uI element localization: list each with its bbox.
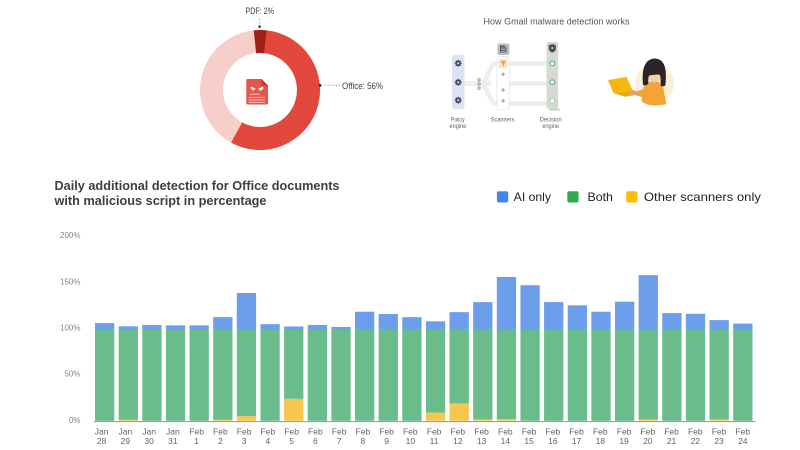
svg-text:Feb: Feb [332,427,347,437]
svg-text:100%: 100% [60,324,80,333]
svg-text:PDF: 2%: PDF: 2% [245,6,274,16]
svg-text:Feb: Feb [284,427,299,437]
svg-text:Feb: Feb [735,427,750,437]
svg-text:200%: 200% [60,231,80,240]
svg-text:6: 6 [313,436,318,446]
svg-text:Policy: Policy [451,117,465,124]
svg-text:150%: 150% [60,278,80,287]
svg-text:17: 17 [572,436,582,446]
svg-text:13: 13 [477,436,487,446]
svg-text:1: 1 [194,436,199,446]
svg-text:How Gmail malware detection wo: How Gmail malware detection works [484,16,630,26]
svg-text:Feb: Feb [593,427,608,437]
svg-text:Feb: Feb [261,427,276,437]
svg-text:7: 7 [337,436,342,446]
svg-text:8: 8 [360,436,365,446]
svg-text:Office: 56%: Office: 56% [342,81,383,91]
svg-text:Jan: Jan [142,427,156,437]
svg-text:19: 19 [619,436,629,446]
svg-text:Feb: Feb [498,427,513,437]
svg-text:18: 18 [596,436,606,446]
svg-text:50%: 50% [64,370,80,379]
svg-text:Feb: Feb [688,427,703,437]
svg-text:Feb: Feb [664,427,679,437]
svg-text:10: 10 [406,436,416,446]
svg-text:16: 16 [548,436,558,446]
svg-text:Feb: Feb [451,427,466,437]
svg-text:Feb: Feb [213,427,228,437]
svg-text:Decision: Decision [540,117,562,124]
svg-text:Feb: Feb [237,427,252,437]
svg-text:Feb: Feb [712,427,727,437]
svg-text:14: 14 [501,436,511,446]
svg-text:3: 3 [242,436,247,446]
svg-text:31: 31 [168,436,178,446]
svg-text:21: 21 [667,436,677,446]
svg-text:engine: engine [542,123,559,130]
svg-text:4: 4 [266,436,271,446]
svg-text:23: 23 [714,436,724,446]
svg-text:Feb: Feb [474,427,489,437]
svg-text:Feb: Feb [569,427,584,437]
svg-text:Feb: Feb [546,427,561,437]
svg-text:22: 22 [691,436,701,446]
svg-text:Both: Both [588,190,613,204]
svg-text:Feb: Feb [522,427,537,437]
svg-text:Jan: Jan [166,427,180,437]
svg-text:Feb: Feb [189,427,204,437]
svg-text:with malicious script in perce: with malicious script in percentage [54,193,267,208]
svg-text:28: 28 [97,436,107,446]
svg-text:Jan: Jan [95,427,109,437]
svg-text:Feb: Feb [427,427,442,437]
svg-text:15: 15 [524,436,534,446]
svg-text:Feb: Feb [617,427,632,437]
svg-text:11: 11 [430,436,439,446]
svg-text:20: 20 [643,436,653,446]
svg-text:engine: engine [450,123,467,130]
svg-text:Other scanners only: Other scanners only [644,190,761,204]
svg-text:5: 5 [289,436,294,446]
svg-text:Jan: Jan [119,427,133,437]
svg-text:Daily additional detection for: Daily additional detection for Office do… [55,178,340,193]
svg-text:Feb: Feb [640,427,655,437]
svg-text:Feb: Feb [308,427,323,437]
svg-text:Feb: Feb [379,427,394,437]
svg-text:30: 30 [144,436,154,446]
svg-text:2: 2 [218,436,223,446]
svg-text:9: 9 [384,436,389,446]
svg-text:29: 29 [121,436,131,446]
svg-text:AI only: AI only [514,190,551,204]
svg-text:0%: 0% [69,416,81,425]
svg-text:12: 12 [453,436,463,446]
svg-text:Scanners: Scanners [491,117,515,124]
svg-text:Feb: Feb [356,427,371,437]
svg-text:24: 24 [738,436,748,446]
svg-text:Feb: Feb [403,427,418,437]
